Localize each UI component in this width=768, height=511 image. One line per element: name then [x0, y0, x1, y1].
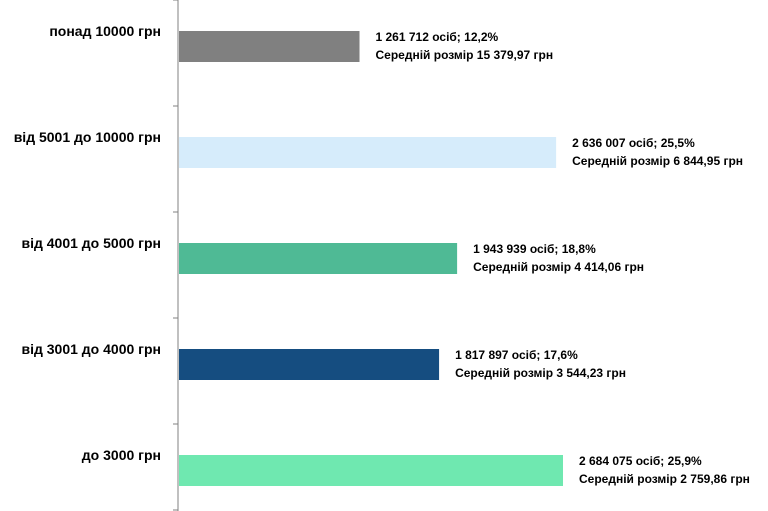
data-label-count: 1 943 939 осіб; 18,8% [473, 242, 596, 256]
data-label-average: Середній розмір 3 544,23 грн [455, 366, 626, 380]
data-label-count: 2 684 075 осіб; 25,9% [579, 454, 702, 468]
data-label-count: 1 817 897 осіб; 17,6% [455, 348, 578, 362]
category-label: від 4001 до 5000 грн [21, 235, 161, 251]
bar [179, 137, 557, 168]
data-label-count: 2 636 007 осіб; 25,5% [572, 136, 695, 150]
category-label: понад 10000 грн [49, 23, 161, 39]
data-label-average: Середній розмір 2 759,86 грн [579, 472, 750, 486]
category-labels: понад 10000 грн від 5001 до 10000 грн від … [14, 23, 161, 463]
category-label: до 3000 грн [82, 447, 161, 463]
bar [179, 349, 440, 380]
category-label: від 5001 до 10000 грн [14, 129, 161, 145]
data-label-average: Середній розмір 4 414,06 грн [473, 260, 644, 274]
bars [179, 31, 563, 486]
category-label: від 3001 до 4000 грн [21, 341, 161, 357]
data-label-count: 1 261 712 осіб; 12,2% [376, 30, 499, 44]
y-axis [173, 0, 179, 511]
data-label-average: Середній розмір 6 844,95 грн [572, 154, 743, 168]
data-label-average: Середній розмір 15 379,97 грн [376, 48, 554, 62]
data-labels: 1 261 712 осіб; 12,2% Середній розмір 15 … [376, 30, 750, 486]
bar [179, 455, 563, 486]
bar [179, 31, 360, 62]
bar [179, 243, 458, 274]
